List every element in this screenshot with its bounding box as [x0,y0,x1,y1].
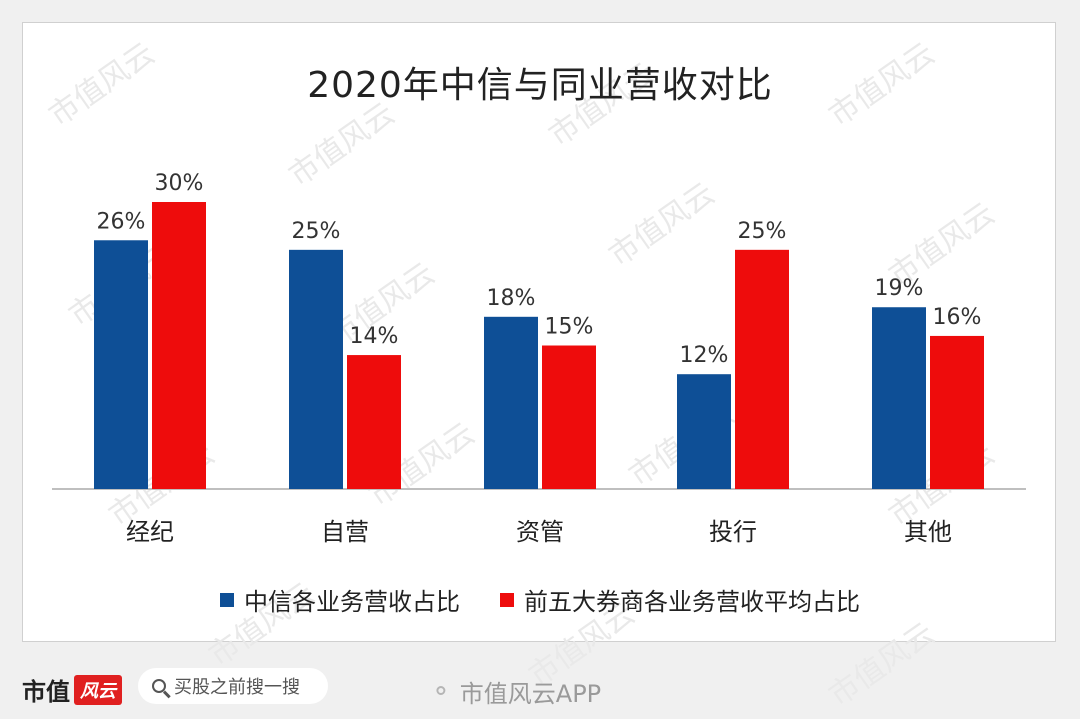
search-button[interactable]: 买股之前搜一搜 [138,668,328,704]
weibo-text: 市值风云APP [459,680,602,708]
data-label-citic-1: 25% [292,219,341,244]
data-label-citic-4: 19% [875,276,924,301]
category-label-3: 投行 [709,518,757,546]
data-label-top5-4: 16% [933,305,982,330]
bar-top5-3 [735,249,789,489]
bar-citic-1 [289,249,343,489]
bar-top5-0 [152,202,206,489]
weibo-icon: ⚬ [430,676,452,707]
chart-title: 2020年中信与同业营收对比 [307,65,773,106]
category-label-0: 经纪 [126,518,174,546]
legend-swatch-top5 [500,592,514,607]
brand-logo[interactable]: 市值 风云 [22,672,122,707]
chart-legend: 中信各业务营收占比 前五大券商各业务营收平均占比 [0,582,1080,617]
legend-item-citic: 中信各业务营收占比 [220,582,460,617]
brand-text: 市值 [22,678,70,706]
category-label-2: 资管 [516,518,564,546]
bar-citic-4 [872,307,926,489]
bar-chart: 26% 30% 经纪 25% 14% 自营 18% 15% 资管 12% 25% 投行 19% 16% 其他 [52,171,1026,546]
brand-logo-mark: 风云 [74,674,122,705]
bar-top5-1 [347,355,401,489]
bar-citic-2 [484,316,538,489]
category-label-4: 其他 [904,518,952,546]
search-placeholder: 买股之前搜一搜 [174,677,300,698]
legend-swatch-citic [220,592,234,607]
data-label-top5-3: 25% [738,219,787,244]
data-label-top5-0: 30% [155,171,204,196]
bar-top5-2 [542,345,596,489]
data-label-top5-1: 14% [350,324,399,349]
footer-bar: 市值 风云 买股之前搜一搜 ⚬ 市值风云APP [0,650,1080,719]
bar-citic-0 [94,240,148,489]
legend-label-citic: 中信各业务营收占比 [244,588,460,616]
legend-item-top5: 前五大券商各业务营收平均占比 [500,582,860,617]
data-label-citic-0: 26% [97,209,146,234]
search-icon [152,679,166,693]
bar-citic-3 [677,374,731,489]
data-label-top5-2: 15% [545,315,594,340]
data-label-citic-3: 12% [680,343,729,368]
weibo-attribution: ⚬ 市值风云APP [430,674,601,709]
data-label-citic-2: 18% [487,286,536,311]
bar-top5-4 [930,335,984,489]
legend-label-top5: 前五大券商各业务营收平均占比 [524,588,860,616]
category-label-1: 自营 [321,518,369,546]
